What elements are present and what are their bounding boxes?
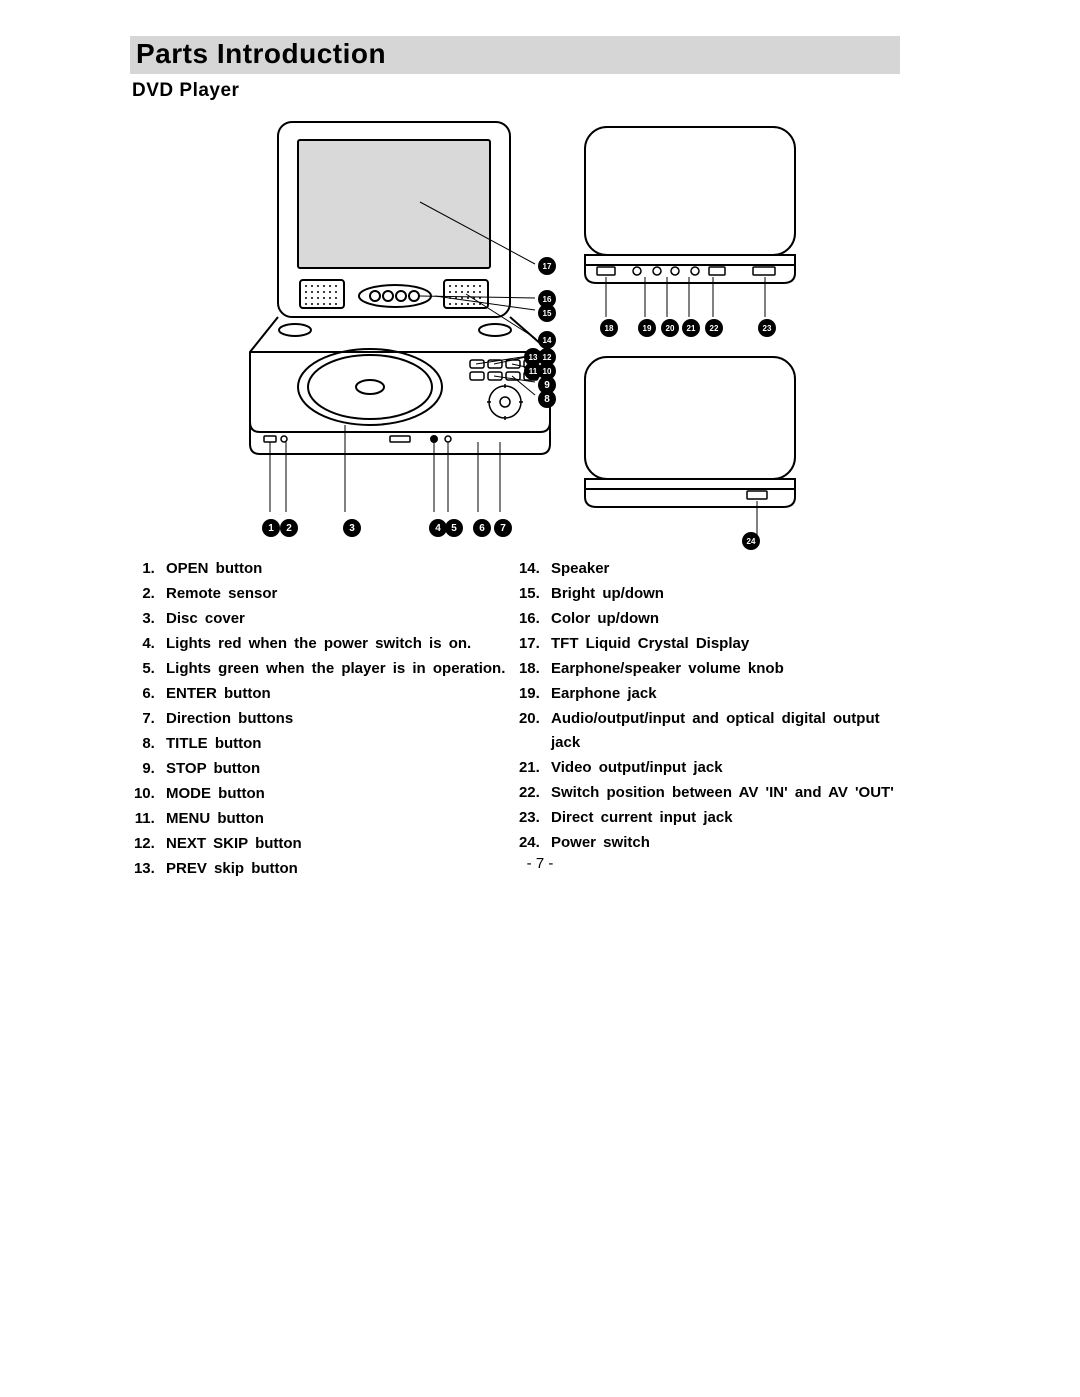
parts-list: OPEN buttonRemote sensorDisc coverLights… — [130, 557, 900, 882]
parts-list-col1: OPEN buttonRemote sensorDisc coverLights… — [130, 557, 515, 882]
part-item: TFT Liquid Crystal Display — [547, 632, 900, 656]
dvd-player-side-diagram — [575, 117, 815, 327]
callout-3: 3 — [343, 519, 361, 537]
subtitle: DVD Player — [132, 80, 900, 102]
callout-17: 17 — [538, 257, 556, 275]
callout-24: 24 — [742, 532, 760, 550]
part-item: Disc cover — [162, 607, 515, 631]
callout-19: 19 — [638, 319, 656, 337]
page-number: - 7 - — [0, 855, 1080, 872]
callout-2: 2 — [280, 519, 298, 537]
callout-14: 14 — [538, 331, 556, 349]
callout-23: 23 — [758, 319, 776, 337]
part-item: OPEN button — [162, 557, 515, 581]
dvd-player-closed-diagram — [575, 347, 815, 547]
section-title: Parts Introduction — [136, 38, 894, 70]
part-item: Lights red when the power switch is on. — [162, 632, 515, 656]
callout-5: 5 — [445, 519, 463, 537]
part-item: Video output/input jack — [547, 756, 900, 780]
callout-8: 8 — [538, 390, 556, 408]
part-item: MODE button — [162, 782, 515, 806]
callout-22: 22 — [705, 319, 723, 337]
callout-15: 15 — [538, 304, 556, 322]
part-item: STOP button — [162, 757, 515, 781]
title-bar: Parts Introduction — [130, 36, 900, 74]
part-item: TITLE button — [162, 732, 515, 756]
callout-7: 7 — [494, 519, 512, 537]
part-item: MENU button — [162, 807, 515, 831]
callout-18: 18 — [600, 319, 618, 337]
part-item: Color up/down — [547, 607, 900, 631]
part-item: Switch position between AV 'IN' and AV '… — [547, 781, 900, 805]
page: Parts Introduction DVD Player — [0, 0, 1080, 1397]
part-item: Remote sensor — [162, 582, 515, 606]
content-area: Parts Introduction DVD Player — [130, 36, 900, 882]
callout-21: 21 — [682, 319, 700, 337]
part-item: Lights green when the player is in opera… — [162, 657, 515, 681]
part-item: ENTER button — [162, 682, 515, 706]
part-item: Earphone jack — [547, 682, 900, 706]
part-item: NEXT SKIP button — [162, 832, 515, 856]
part-item: Speaker — [547, 557, 900, 581]
part-item: Earphone/speaker volume knob — [547, 657, 900, 681]
parts-list-col2: SpeakerBright up/downColor up/downTFT Li… — [515, 557, 900, 882]
part-item: Direction buttons — [162, 707, 515, 731]
part-item: Power switch — [547, 831, 900, 855]
part-item: Bright up/down — [547, 582, 900, 606]
callout-20: 20 — [661, 319, 679, 337]
part-item: Audio/output/input and optical digital o… — [547, 707, 900, 755]
dvd-player-front-diagram — [220, 112, 620, 532]
diagram-area: 123456717161514131211109818192021222324 — [130, 112, 900, 532]
callout-6: 6 — [473, 519, 491, 537]
callout-1: 1 — [262, 519, 280, 537]
part-item: Direct current input jack — [547, 806, 900, 830]
